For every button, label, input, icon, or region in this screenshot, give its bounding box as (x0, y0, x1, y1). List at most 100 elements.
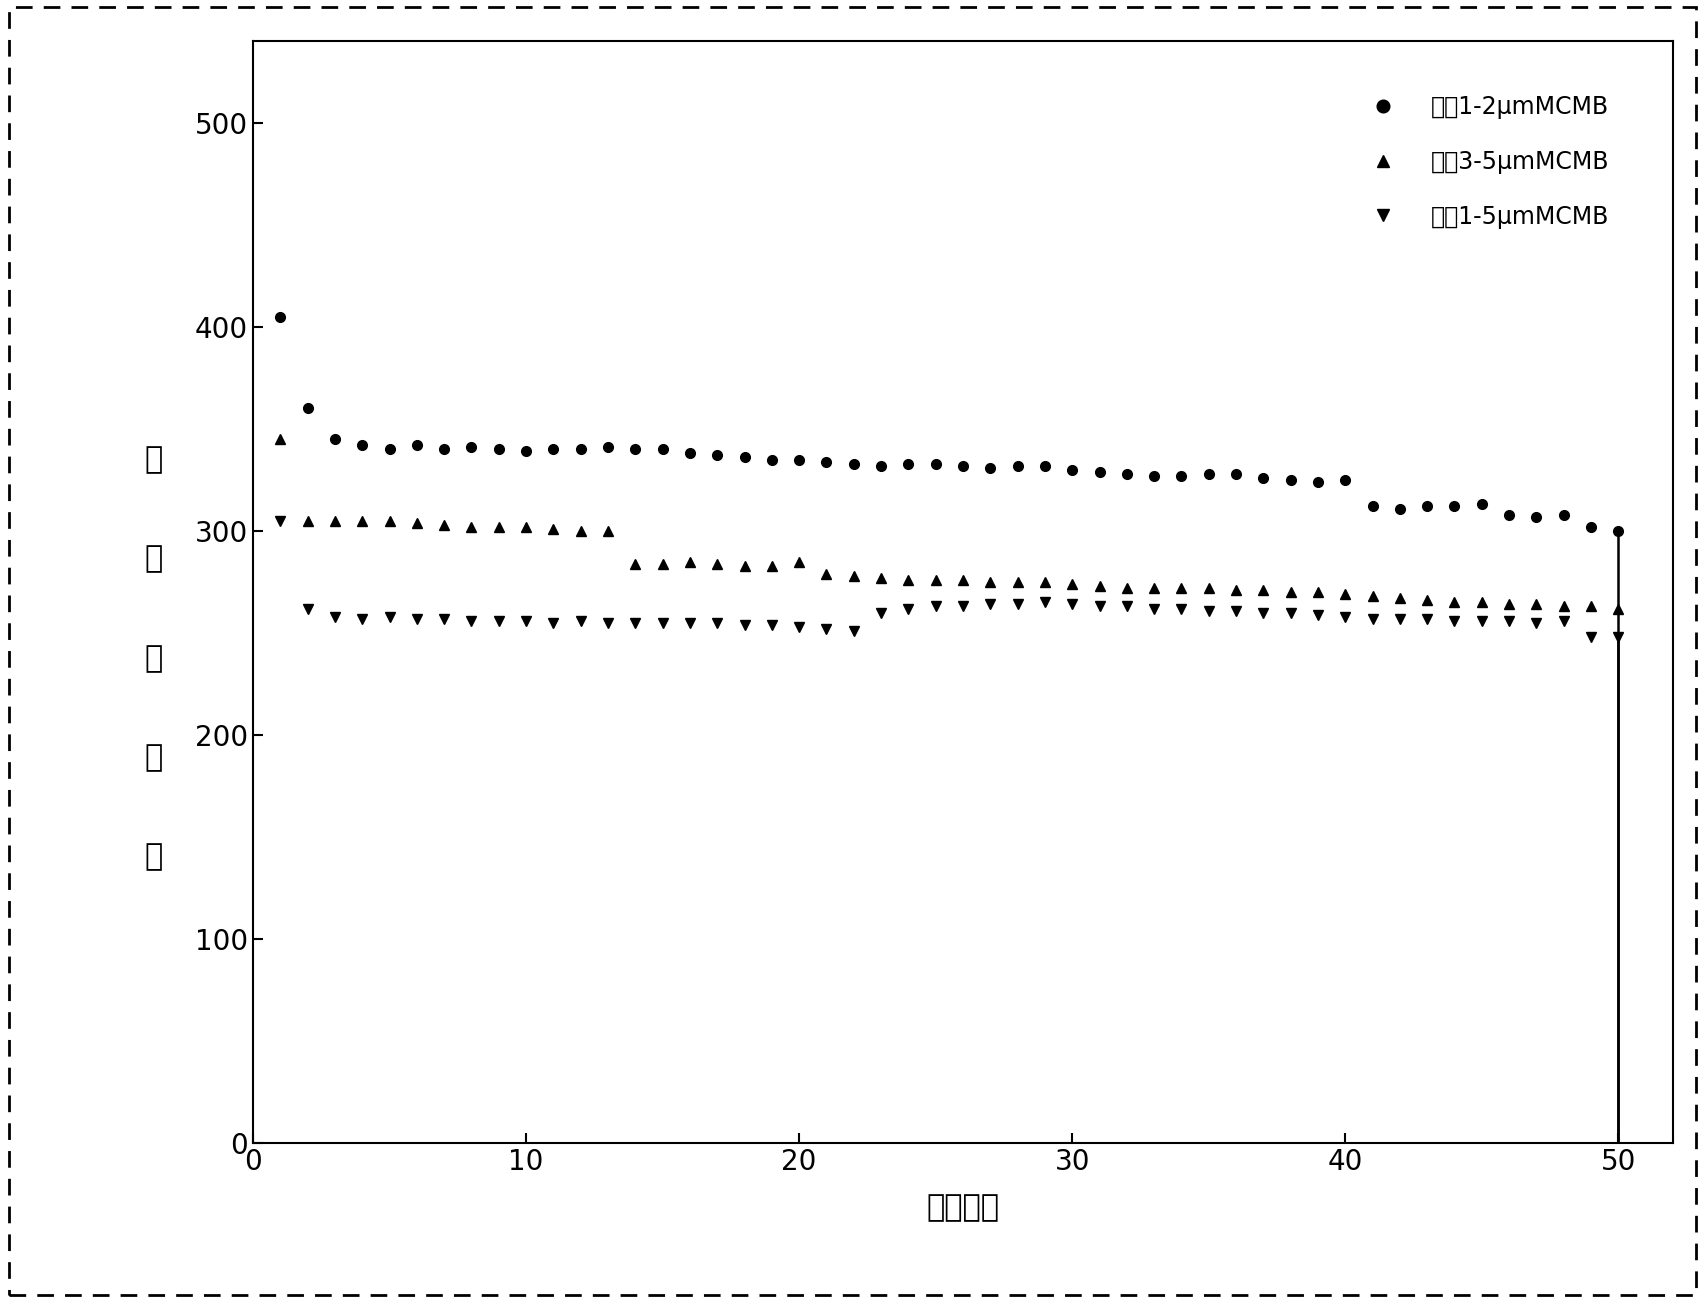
粒径1-5μmMCMB (1390, 611, 1410, 626)
粒径1-5μmMCMB (297, 600, 317, 616)
粒径1-5μmMCMB (571, 613, 592, 629)
粒径3-5μmMCMB (544, 521, 564, 536)
粒径1-2μmMCMB (571, 441, 592, 457)
粒径1-2μmMCMB (269, 309, 290, 324)
粒径3-5μmMCMB (462, 519, 483, 535)
粒径1-2μmMCMB (1308, 474, 1328, 490)
粒径1-5μmMCMB (789, 618, 810, 634)
粒径1-2μmMCMB (708, 448, 728, 464)
粒径1-5μmMCMB (1362, 611, 1383, 626)
粒径1-5μmMCMB (1171, 600, 1192, 616)
粒径1-5μmMCMB (1062, 596, 1083, 612)
粒径1-5μmMCMB (680, 615, 701, 630)
粒径3-5μmMCMB (571, 523, 592, 539)
粒径1-2μmMCMB (1362, 499, 1383, 514)
粒径1-5μmMCMB (1581, 629, 1601, 644)
粒径1-5μmMCMB (1253, 605, 1274, 621)
粒径3-5μmMCMB (926, 572, 946, 587)
粒径1-2μmMCMB (1171, 467, 1192, 483)
粒径1-2μmMCMB (735, 449, 755, 465)
粒径1-2μmMCMB (871, 458, 892, 474)
粒径1-2μmMCMB (324, 431, 344, 447)
粒径3-5μmMCMB (517, 519, 537, 535)
粒径3-5μmMCMB (708, 556, 728, 572)
粒径3-5μmMCMB (1581, 599, 1601, 615)
粒径3-5μmMCMB (297, 513, 317, 529)
粒径3-5μmMCMB (680, 553, 701, 569)
粒径1-2μmMCMB (1144, 467, 1165, 483)
粒径1-5μmMCMB (762, 617, 783, 633)
粒径3-5μmMCMB (598, 523, 619, 539)
粒径1-2μmMCMB (762, 452, 783, 467)
粒径1-5μmMCMB (1308, 607, 1328, 622)
粒径3-5μmMCMB (351, 513, 372, 529)
粒径3-5μmMCMB (953, 572, 974, 587)
粒径1-2μmMCMB (1499, 506, 1519, 522)
粒径1-2μmMCMB (1553, 506, 1574, 522)
粒径1-5μmMCMB (406, 611, 426, 626)
粒径1-5μmMCMB (1526, 615, 1546, 630)
粒径1-2μmMCMB (351, 437, 372, 453)
Legend: 粒径1-2μmMCMB, 粒径3-5μmMCMB, 粒径1-5μmMCMB: 粒径1-2μmMCMB, 粒径3-5μmMCMB, 粒径1-5μmMCMB (1350, 86, 1618, 238)
粒径1-5μmMCMB (489, 613, 510, 629)
粒径3-5μmMCMB (735, 557, 755, 573)
粒径3-5μmMCMB (844, 568, 864, 583)
粒径3-5μmMCMB (1308, 585, 1328, 600)
粒径3-5μmMCMB (1471, 595, 1492, 611)
Line: 粒径1-5μmMCMB: 粒径1-5μmMCMB (276, 516, 1623, 642)
粒径3-5μmMCMB (762, 557, 783, 573)
粒径1-2μmMCMB (1471, 496, 1492, 512)
粒径1-5μmMCMB (1417, 611, 1437, 626)
粒径1-5μmMCMB (899, 600, 919, 616)
粒径3-5μmMCMB (1089, 578, 1110, 594)
粒径1-2μmMCMB (297, 401, 317, 417)
粒径3-5μmMCMB (1444, 595, 1465, 611)
粒径1-2μmMCMB (462, 440, 483, 456)
粒径1-2μmMCMB (899, 456, 919, 471)
粒径1-5μmMCMB (871, 605, 892, 621)
粒径1-2μmMCMB (980, 460, 1001, 475)
粒径1-2μmMCMB (626, 441, 646, 457)
粒径1-5μmMCMB (1335, 609, 1355, 625)
粒径1-5μmMCMB (844, 624, 864, 639)
粒径1-5μmMCMB (351, 611, 372, 626)
Text: 电: 电 (145, 544, 162, 574)
粒径1-2μmMCMB (1089, 464, 1110, 479)
粒径3-5μmMCMB (324, 513, 344, 529)
Line: 粒径3-5μmMCMB: 粒径3-5μmMCMB (276, 435, 1623, 613)
粒径1-2μmMCMB (1390, 501, 1410, 517)
粒径1-5μmMCMB (379, 609, 399, 625)
粒径1-5μmMCMB (1471, 613, 1492, 629)
粒径1-5μmMCMB (1499, 613, 1519, 629)
Text: 放: 放 (145, 445, 162, 474)
Line: 粒径1-2μmMCMB: 粒径1-2μmMCMB (276, 311, 1623, 536)
粒径1-2μmMCMB (844, 456, 864, 471)
粒径1-2μmMCMB (1444, 499, 1465, 514)
粒径1-5μmMCMB (817, 621, 837, 637)
粒径1-5μmMCMB (1199, 603, 1219, 618)
粒径1-5μmMCMB (435, 611, 455, 626)
粒径3-5μmMCMB (1608, 600, 1628, 616)
粒径1-2μmMCMB (517, 444, 537, 460)
粒径3-5μmMCMB (980, 574, 1001, 590)
粒径1-5μmMCMB (653, 615, 673, 630)
Text: 比: 比 (145, 644, 162, 673)
粒径3-5μmMCMB (1280, 585, 1301, 600)
粒径3-5μmMCMB (379, 513, 399, 529)
粒径3-5μmMCMB (1117, 581, 1137, 596)
粒径3-5μmMCMB (1062, 577, 1083, 592)
粒径1-2μmMCMB (1417, 499, 1437, 514)
粒径1-2μmMCMB (953, 458, 974, 474)
粒径1-5μmMCMB (462, 613, 483, 629)
粒径1-5μmMCMB (269, 513, 290, 529)
粒径3-5μmMCMB (1362, 589, 1383, 604)
粒径1-5μmMCMB (626, 615, 646, 630)
粒径1-2μmMCMB (1226, 466, 1246, 482)
粒径3-5μmMCMB (653, 556, 673, 572)
粒径1-2μmMCMB (544, 441, 564, 457)
粒径1-2μmMCMB (406, 437, 426, 453)
粒径1-2μmMCMB (1008, 458, 1028, 474)
粒径1-2μmMCMB (435, 441, 455, 457)
粒径1-2μmMCMB (1253, 470, 1274, 486)
粒径3-5μmMCMB (1171, 581, 1192, 596)
